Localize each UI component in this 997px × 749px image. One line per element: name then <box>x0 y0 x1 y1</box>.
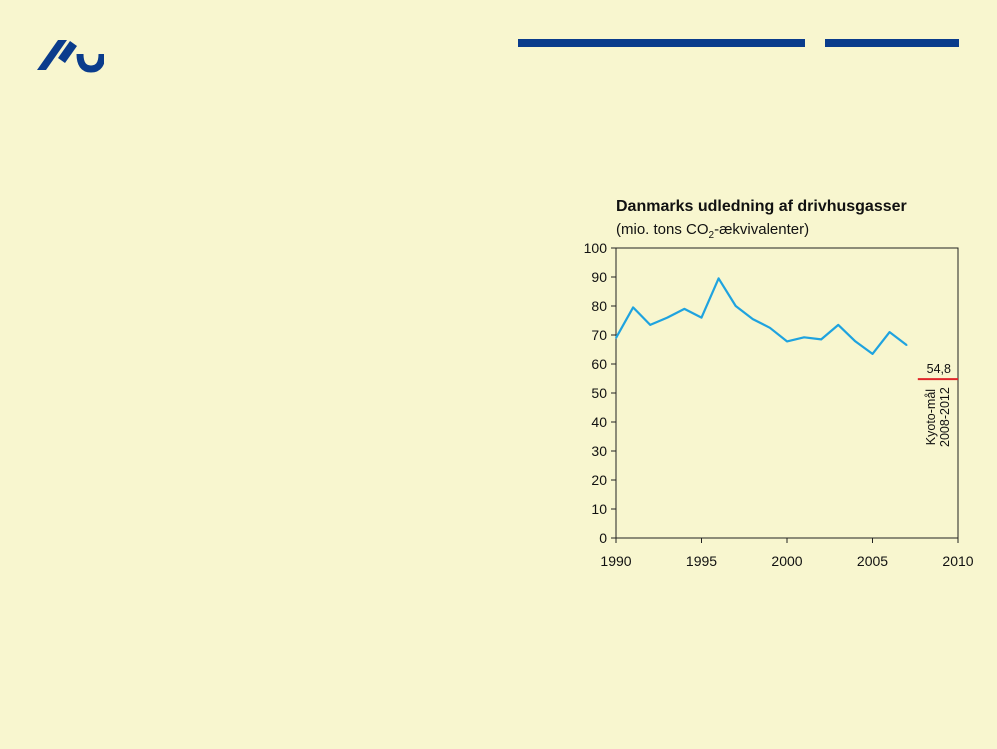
data-point-2007 <box>905 344 908 346</box>
data-point-1999 <box>769 326 771 329</box>
data-point-1998 <box>752 318 754 320</box>
x-tick-label: 2000 <box>771 553 802 569</box>
data-point-1996 <box>717 277 720 280</box>
plot-frame <box>615 247 959 539</box>
au-logo-icon <box>37 40 104 73</box>
y-tick-label: 30 <box>591 443 607 459</box>
y-axis: 0 10 20 30 40 50 60 70 80 90 100 <box>584 240 616 546</box>
x-tick-label: 2010 <box>942 553 973 569</box>
y-tick-label: 90 <box>591 269 607 285</box>
x-tick-label: 1990 <box>600 553 631 569</box>
subtitle-prefix: (mio. tons CO <box>616 221 709 238</box>
data-point-1993 <box>666 316 669 319</box>
y-tick-label: 10 <box>591 501 607 517</box>
kyoto-target-label: Kyoto-mål2008-2012 <box>924 387 952 447</box>
x-tick-label: 1995 <box>686 553 717 569</box>
chart-title: Danmarks udledning af drivhusgasser <box>616 198 907 215</box>
header-bar-right <box>825 39 959 47</box>
y-tick-label: 50 <box>591 385 607 401</box>
data-point-2005 <box>871 353 874 355</box>
y-tick-label: 0 <box>599 530 607 546</box>
subtitle-suffix: -ækvivalenter) <box>714 221 809 238</box>
y-tick-label: 60 <box>591 356 607 372</box>
data-point-2000 <box>786 340 788 343</box>
subtitle-subscript: 2 <box>709 230 715 241</box>
kyoto-label-line1: Kyoto-mål <box>924 389 938 445</box>
data-point-2006 <box>888 331 891 333</box>
chart-subtitle: (mio. tons CO2-ækvivalenter) <box>616 221 809 241</box>
data-point-2004 <box>854 340 857 343</box>
y-tick-label: 100 <box>584 240 608 256</box>
y-tick-label: 70 <box>591 327 607 343</box>
kyoto-label-line2: 2008-2012 <box>938 387 952 447</box>
data-point-1990 <box>615 337 617 339</box>
header-bar-left <box>518 39 805 47</box>
x-axis: 1990 1995 2000 2005 2010 <box>600 538 974 569</box>
data-point-1995 <box>700 316 703 319</box>
data-point-1994 <box>683 308 686 310</box>
data-point-1997 <box>734 305 737 307</box>
data-point-2001 <box>803 336 805 339</box>
data-point-2003 <box>837 324 840 326</box>
kyoto-target-value: 54,8 <box>927 362 951 376</box>
data-point-1992 <box>649 324 651 326</box>
data-point-2002 <box>820 338 822 341</box>
y-tick-label: 80 <box>591 298 607 314</box>
y-tick-label: 40 <box>591 414 607 430</box>
series-points <box>615 277 908 355</box>
emissions-series-line <box>615 277 908 355</box>
x-tick-label: 2005 <box>857 553 888 569</box>
data-point-1991 <box>632 306 634 309</box>
y-tick-label: 20 <box>591 472 607 488</box>
